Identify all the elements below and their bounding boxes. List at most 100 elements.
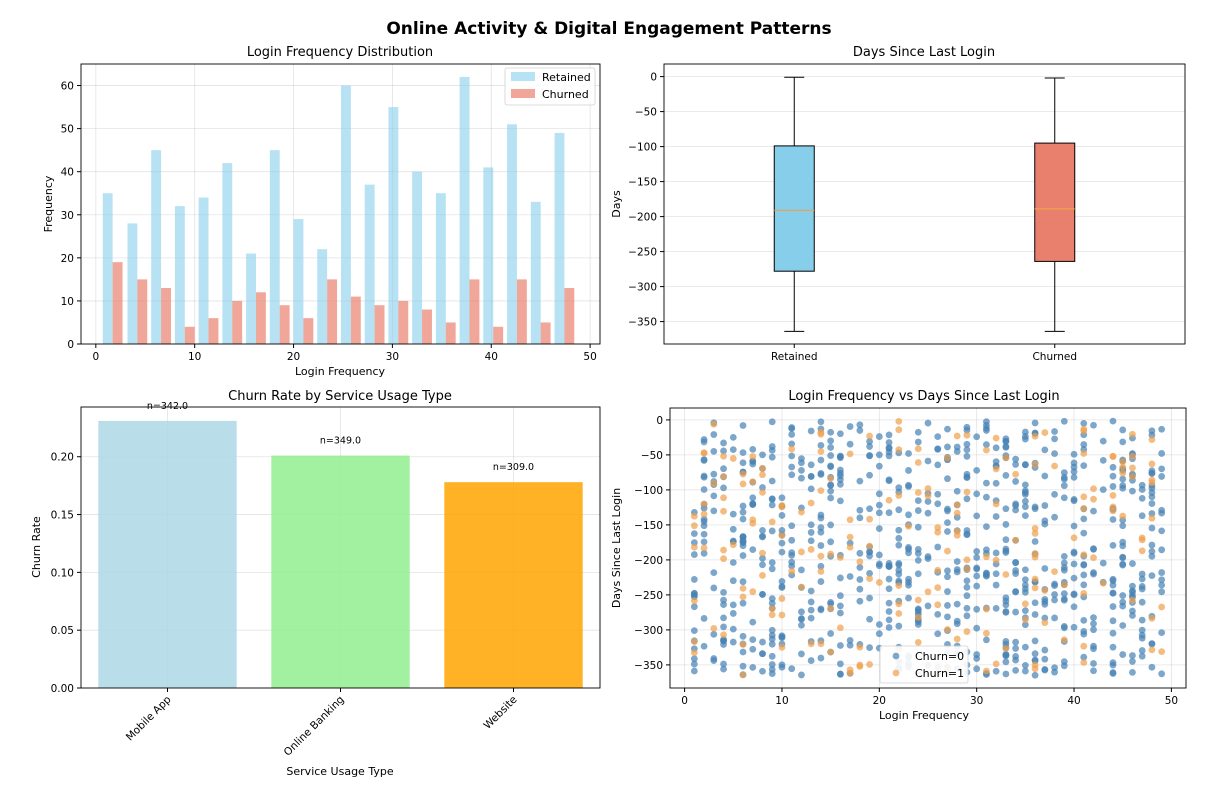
scatter-point-churn0 <box>1119 598 1127 606</box>
scatter-point-churn0 <box>953 443 961 451</box>
scatter-point-churn0 <box>992 444 1000 452</box>
scatter-point-churn1 <box>700 500 708 508</box>
scatter-point-churn1 <box>720 507 727 515</box>
scatter-point-churn0 <box>856 427 864 434</box>
scatter-point-churn1 <box>1099 579 1107 587</box>
scatter-point-churn1 <box>934 566 942 574</box>
scatter-point-churn0 <box>914 545 922 553</box>
scatter-point-churn0 <box>1041 517 1049 525</box>
scatter-point-churn1 <box>690 522 698 530</box>
scatter-point-churn0 <box>827 538 835 546</box>
scatter-point-churn1 <box>720 546 727 554</box>
hist-ytick-label: 40 <box>61 167 74 179</box>
hist-bar-retained <box>317 249 328 344</box>
hist-bar-retained <box>151 150 162 344</box>
scatter-ytick-label: −350 <box>634 660 663 672</box>
scatter-point-churn0 <box>729 577 737 585</box>
scatter-point-churn0 <box>720 665 727 673</box>
scatter-point-churn1 <box>817 448 825 455</box>
scatter-point-churn0 <box>1090 507 1097 515</box>
hist-bar-churned <box>516 279 527 344</box>
scatter-point-churn0 <box>1090 660 1097 667</box>
boxplot-ticks: 0 −50 −100 −150 −200 −250 −300 −350 Retained Chur… <box>628 72 1077 363</box>
scatter-panel: Login Frequency vs Days Since Last Login… <box>610 389 1187 722</box>
scatter-xtick-label: 20 <box>873 695 886 707</box>
scatter-point-churn1 <box>1080 493 1088 501</box>
scatter-point-churn0 <box>1129 658 1136 665</box>
scatter-point-churn0 <box>1060 482 1068 490</box>
scatter-point-churn1 <box>739 480 747 488</box>
scatter-point-churn0 <box>1109 417 1117 425</box>
boxplot-panel: Days Since Last Login 0 −50 −100 −150 −200 −2… <box>610 45 1186 363</box>
scatter-point-churn0 <box>924 457 932 465</box>
scatter-point-churn1 <box>1031 530 1039 537</box>
scatter-point-churn0 <box>1021 607 1029 615</box>
box-body-retained <box>773 145 815 272</box>
scatter-point-churn0 <box>788 536 796 544</box>
scatter-point-churn0 <box>1060 662 1068 670</box>
histogram-title: Login Frequency Distribution <box>247 45 433 60</box>
scatter-point-churn0 <box>895 526 903 534</box>
hist-ytick-label: 0 <box>67 339 74 351</box>
scatter-point-churn0 <box>807 461 815 469</box>
scatter-point-churn0 <box>768 527 776 535</box>
scatter-point-churn0 <box>856 585 864 593</box>
scatter-point-churn0 <box>1012 638 1020 646</box>
scatter-point-churn1 <box>720 631 727 639</box>
scatter-point-churn0 <box>1080 616 1088 624</box>
scatter-point-churn0 <box>934 543 942 551</box>
scatter-point-churn0 <box>866 615 873 623</box>
scatter-legend-frame <box>879 645 969 684</box>
scatter-ytick-label: −200 <box>634 555 663 567</box>
scatter-point-churn1 <box>895 417 903 425</box>
scatter-point-churn0 <box>807 606 815 614</box>
scatter-point-churn0 <box>905 511 912 519</box>
scatter-point-churn0 <box>739 599 747 607</box>
scatter-point-churn0 <box>895 622 903 630</box>
scatter-point-churn0 <box>798 621 805 629</box>
scatter-point-churn0 <box>710 584 718 592</box>
scatter-point-churn0 <box>749 618 757 626</box>
scatter-point-churn0 <box>885 477 893 485</box>
scatter-point-churn0 <box>1060 559 1068 567</box>
scatter-point-churn0 <box>1109 575 1117 583</box>
scatter-point-churn0 <box>1090 545 1097 553</box>
scatter-point-churn0 <box>1021 503 1029 511</box>
scatter-point-churn0 <box>759 667 766 675</box>
scatter-point-churn1 <box>856 643 864 651</box>
scatter-point-churn1 <box>1148 514 1156 522</box>
scatter-point-churn1 <box>729 455 737 462</box>
scatter-point-churn0 <box>807 537 815 545</box>
scatter-point-churn0 <box>992 570 1000 578</box>
scatter-point-churn1 <box>895 600 903 608</box>
scatter-point-churn0 <box>720 623 727 631</box>
scatter-point-churn1 <box>963 628 971 635</box>
scatter-point-churn0 <box>1031 650 1039 658</box>
scatter-point-churn0 <box>992 604 1000 612</box>
scatter-point-churn0 <box>788 424 796 431</box>
scatter-point-churn0 <box>700 642 708 650</box>
hist-ytick-label: 20 <box>61 253 74 265</box>
scatter-point-churn1 <box>1031 525 1039 532</box>
scatter-point-churn1 <box>885 496 893 504</box>
histogram-ticks: 0 10 20 30 40 50 0 10 20 30 40 50 60 <box>61 81 597 363</box>
scatter-point-churn0 <box>895 506 903 514</box>
churn-rate-ylabel: Churn Rate <box>30 516 43 578</box>
scatter-point-churn0 <box>1060 595 1068 603</box>
scatter-point-churn0 <box>1070 603 1078 611</box>
scatter-point-churn0 <box>944 519 951 527</box>
hist-bar-retained <box>246 253 256 344</box>
hist-bar-retained <box>102 193 113 344</box>
scatter-point-churn1 <box>1129 464 1136 472</box>
scatter-point-churn0 <box>768 635 776 643</box>
scatter-point-churn0 <box>983 441 990 449</box>
scatter-point-churn1 <box>914 459 922 466</box>
scatter-point-churn0 <box>963 474 971 482</box>
scatter-point-churn0 <box>1129 652 1136 659</box>
scatter-point-churn0 <box>944 602 951 609</box>
scatter-point-churn0 <box>895 541 903 549</box>
scatter-point-churn0 <box>856 549 864 557</box>
scatter-point-churn0 <box>798 608 805 616</box>
scatter-point-churn0 <box>1051 450 1058 458</box>
scatter-point-churn0 <box>759 526 766 534</box>
